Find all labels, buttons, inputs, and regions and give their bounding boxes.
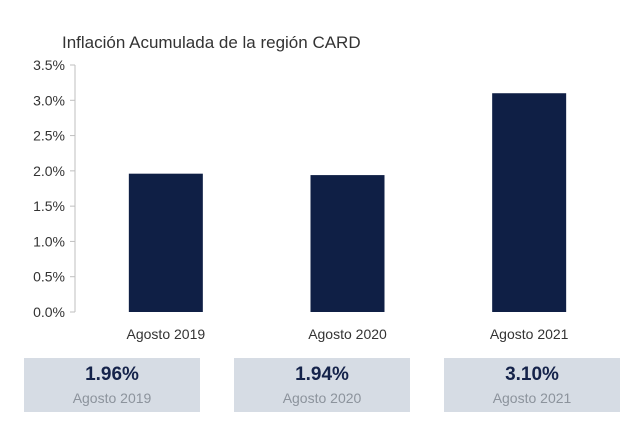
y-tick-label: 0.5% [33, 269, 65, 285]
summary-box-2019: 1.96% Agosto 2019 [24, 358, 200, 412]
summary-box-2020: 1.94% Agosto 2020 [234, 358, 410, 412]
summary-label: Agosto 2020 [282, 390, 362, 406]
x-tick-label: Agosto 2019 [127, 326, 206, 342]
x-axis-labels: Agosto 2019 Agosto 2020 Agosto 2021 [127, 326, 569, 342]
bars [128, 93, 567, 312]
bar-agosto-2020 [310, 175, 385, 312]
summary-boxes: 1.96% Agosto 2019 1.94% Agosto 2020 3.10… [0, 358, 640, 414]
summary-label: Agosto 2021 [492, 390, 572, 406]
y-tick-label: 0.0% [33, 304, 65, 320]
bar-chart: Inflación Acumulada de la región CARD 0.… [33, 33, 569, 342]
chart-title: Inflación Acumulada de la región CARD [62, 33, 361, 52]
y-axis: 0.0% 0.5% 1.0% 1.5% 2.0% 2.5% 3.0% 3.5% [33, 57, 76, 320]
y-tick-label: 2.5% [33, 128, 65, 144]
bar-agosto-2019 [128, 173, 203, 312]
x-tick-label: Agosto 2020 [308, 326, 387, 342]
y-tick-label: 1.5% [33, 198, 65, 214]
x-tick-label: Agosto 2021 [490, 326, 569, 342]
bar-agosto-2021 [492, 93, 567, 312]
summary-box-2021: 3.10% Agosto 2021 [444, 358, 620, 412]
y-tick-label: 2.0% [33, 163, 65, 179]
summary-value: 1.94% [295, 364, 349, 385]
y-tick-label: 3.5% [33, 57, 65, 73]
summary-value: 1.96% [85, 364, 139, 385]
summary-value: 3.10% [505, 364, 559, 385]
y-tick-label: 3.0% [33, 92, 65, 108]
y-tick-label: 1.0% [33, 233, 65, 249]
summary-label: Agosto 2019 [72, 390, 152, 406]
